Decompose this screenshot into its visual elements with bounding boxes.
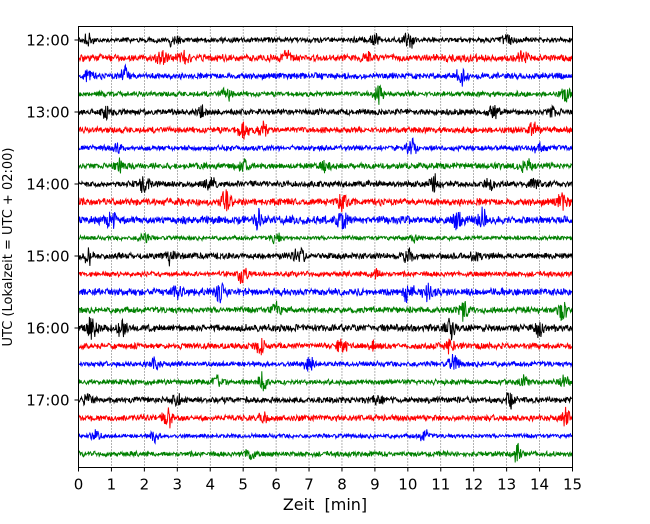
x-tick-label: 4	[205, 476, 215, 494]
trace-1745	[78, 442, 573, 463]
y-axis: 12:00 13:00 14:00 15:00 16:00 17:00	[26, 32, 79, 410]
trace-1315	[78, 120, 573, 140]
x-tick-label: 3	[173, 476, 183, 494]
y-tick-label: 15:00	[26, 248, 69, 266]
trace-1515	[78, 267, 573, 284]
y-axis-label: UTC (Lokalzeit = UTC + 02:00)	[1, 148, 16, 347]
trace-1200	[78, 32, 573, 49]
y-tick-label: 14:00	[26, 176, 69, 194]
x-tick-label: 12	[464, 476, 483, 494]
y-tick-label: 16:00	[26, 320, 69, 338]
trace-1415	[78, 189, 573, 213]
x-tick-label: 9	[370, 476, 380, 494]
trace-1215	[78, 49, 573, 65]
trace-1600	[78, 316, 573, 341]
trace-1630	[78, 353, 573, 372]
y-tick-label: 13:00	[26, 104, 69, 122]
x-tick-label: 2	[140, 476, 150, 494]
y-tick-label: 12:00	[26, 32, 69, 50]
trace-1445	[78, 231, 573, 245]
y-tick-label: 17:00	[26, 392, 69, 410]
trace-1400	[78, 173, 573, 194]
x-tick-label: 6	[271, 476, 281, 494]
trace-1230	[78, 63, 573, 87]
x-tick-label: 8	[337, 476, 347, 494]
trace-1500	[78, 246, 573, 267]
trace-1700	[78, 392, 573, 410]
trace-1645	[78, 371, 573, 392]
trace-1430	[78, 206, 573, 231]
trace-1300	[78, 104, 573, 122]
trace-1345	[78, 157, 573, 174]
trace-1545	[78, 300, 573, 322]
x-tick-label: 15	[563, 476, 582, 494]
x-tick-label: 11	[431, 476, 450, 494]
x-tick-label: 5	[238, 476, 248, 494]
x-tick-label: 13	[497, 476, 516, 494]
x-axis: 0 1 2 3 4 5 6 7 8 9 10 11 12 13 14 15	[74, 467, 582, 494]
trace-1715	[78, 406, 573, 429]
trace-1730	[78, 429, 573, 445]
x-tick-label: 10	[398, 476, 417, 494]
x-tick-label: 0	[74, 476, 84, 494]
x-axis-label: Zeit [min]	[283, 495, 367, 514]
x-tick-label: 1	[107, 476, 117, 494]
trace-1330	[78, 137, 573, 155]
trace-1245	[78, 84, 573, 105]
x-tick-label: 7	[304, 476, 314, 494]
x-tick-label: 14	[530, 476, 549, 494]
plot-frame	[78, 26, 573, 468]
seismogram-traces	[78, 32, 573, 463]
trace-1615	[78, 337, 573, 356]
trace-1530	[78, 281, 573, 304]
